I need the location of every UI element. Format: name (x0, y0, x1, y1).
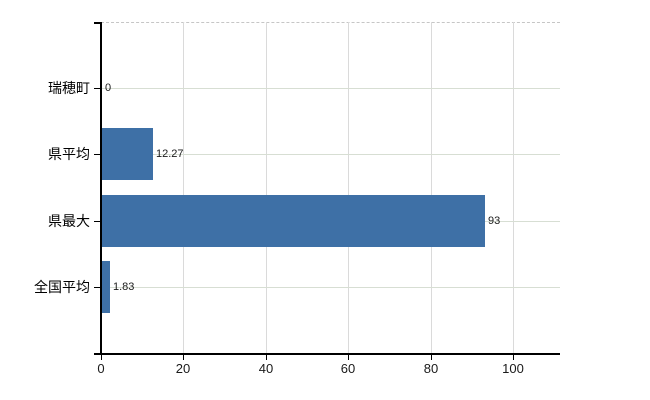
category-tick (94, 88, 100, 89)
x-tick (266, 355, 267, 360)
x-tick (183, 355, 184, 360)
x-tick (348, 355, 349, 360)
category-label: 全国平均 (34, 279, 90, 295)
category-tick (94, 221, 100, 222)
category-tick (94, 154, 100, 155)
x-tick-label: 60 (340, 361, 356, 376)
value-gridline (348, 22, 349, 353)
x-tick (431, 355, 432, 360)
category-tick (94, 287, 100, 288)
x-tick-label: 80 (423, 361, 439, 376)
value-gridline (513, 22, 514, 353)
bar[interactable] (102, 195, 485, 247)
x-tick (513, 355, 514, 360)
x-axis-line (94, 353, 560, 355)
value-gridline (183, 22, 184, 353)
value-label: 93 (488, 215, 501, 227)
value-label: 12.27 (156, 148, 184, 160)
category-label: 瑞穂町 (48, 80, 90, 96)
value-gridline (431, 22, 432, 353)
x-tick-label: 40 (258, 361, 274, 376)
category-gridline (102, 88, 560, 89)
x-tick (101, 355, 102, 360)
value-gridline (266, 22, 267, 353)
category-gridline (102, 154, 560, 155)
y-axis-top-cap (94, 22, 102, 24)
value-label: 0 (105, 82, 112, 94)
category-label: 県最大 (48, 213, 90, 229)
plot-top-border (101, 22, 560, 23)
x-tick-label: 100 (502, 361, 524, 376)
y-axis-line (100, 22, 102, 355)
category-gridline (102, 287, 560, 288)
x-tick-label: 0 (97, 361, 105, 376)
value-label: 1.83 (113, 281, 135, 293)
x-tick-label: 20 (175, 361, 191, 376)
bar[interactable] (102, 128, 153, 180)
bar[interactable] (102, 261, 110, 313)
category-label: 県平均 (48, 146, 90, 162)
